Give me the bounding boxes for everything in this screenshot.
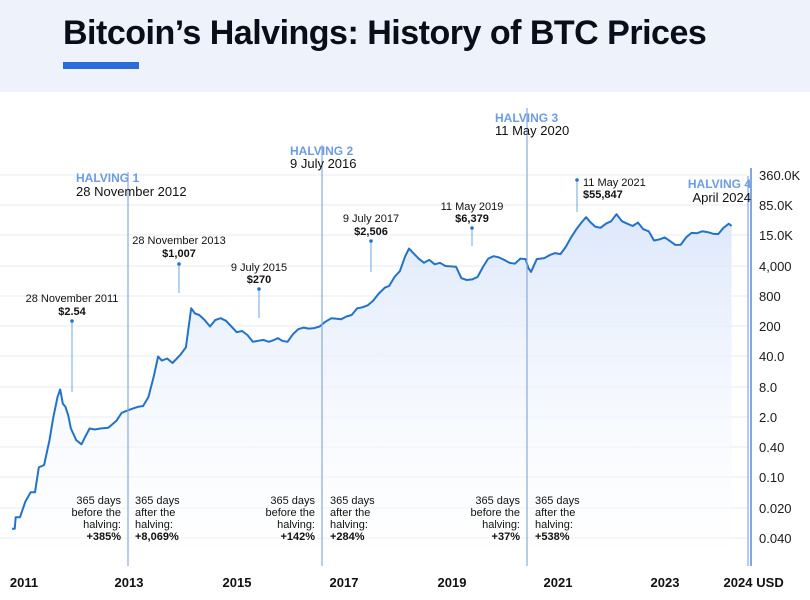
period-change-value: +8,069% xyxy=(135,531,179,543)
y-tick-label: 4,000 xyxy=(759,259,792,274)
annotation-price: $270 xyxy=(247,274,271,286)
y-tick-label: 800 xyxy=(759,289,781,304)
x-tick-label: 2017 xyxy=(330,575,359,590)
halving-label: HALVING 1 xyxy=(76,171,139,185)
annotation-date: 11 May 2021 xyxy=(583,177,646,189)
y-tick-label: 8.0 xyxy=(759,380,777,395)
period-change-text: halving: xyxy=(83,519,121,531)
period-change-value: +284% xyxy=(330,531,365,543)
annotation-price: $6,379 xyxy=(455,213,489,225)
halving-label: HALVING 2 xyxy=(290,144,353,158)
period-change-text: 365 days xyxy=(76,495,121,507)
period-change-text: after the xyxy=(135,507,175,519)
period-change-text: 365 days xyxy=(270,495,315,507)
x-tick-label: 2013 xyxy=(115,575,144,590)
title-underline xyxy=(63,62,139,69)
period-change-text: halving: xyxy=(277,519,315,531)
annotation-date: 9 July 2017 xyxy=(343,213,399,225)
period-change-text: 365 days xyxy=(330,495,375,507)
period-change-text: halving: xyxy=(482,519,520,531)
period-change-text: before the xyxy=(71,507,121,519)
x-tick-label: 2011 xyxy=(10,575,38,590)
annotation-date: 28 November 2011 xyxy=(26,293,119,305)
annotation-price: $1,007 xyxy=(162,248,196,260)
period-change-text: after the xyxy=(330,507,370,519)
period-change-text: 365 days xyxy=(475,495,520,507)
x-tick-label: 2015 xyxy=(223,575,252,590)
annotation-date: 28 November 2013 xyxy=(132,235,226,247)
y-tick-label: 85.0K xyxy=(759,198,793,213)
annotation-dot xyxy=(177,262,181,266)
period-change-text: after the xyxy=(535,507,575,519)
annotation-dot xyxy=(369,239,373,243)
halving-date: 28 November 2012 xyxy=(76,184,187,199)
period-change-value: +37% xyxy=(492,531,521,543)
halving-date: April 2024 xyxy=(692,190,751,205)
period-change-value: +538% xyxy=(535,531,570,543)
period-change-text: before the xyxy=(470,507,520,519)
btc-price-chart: 360.0K 85.0K 15.0K 4,000 800 200 40.0 8.0 2.0 0.4… xyxy=(0,108,801,590)
period-change-value: +385% xyxy=(86,531,121,543)
period-change-text: halving: xyxy=(535,519,573,531)
annotation-dot xyxy=(575,178,579,182)
annotation-dot xyxy=(257,287,261,291)
annotation-dot xyxy=(470,226,474,230)
y-tick-label: 0.020 xyxy=(759,501,792,516)
x-tick-label: 2021 xyxy=(544,575,573,590)
period-change-text: 365 days xyxy=(135,495,180,507)
y-tick-label: 200 xyxy=(759,319,781,334)
y-tick-label: 360.0K xyxy=(759,168,801,183)
annotation-price: $2.54 xyxy=(58,306,86,318)
y-unit-label: USD xyxy=(756,575,783,590)
period-change-value: +142% xyxy=(280,531,315,543)
y-tick-label: 0.40 xyxy=(759,440,784,455)
period-change-text: halving: xyxy=(135,519,173,531)
annotation-date: 11 May 2019 xyxy=(441,201,504,213)
annotation-dot xyxy=(70,319,74,323)
y-tick-label: 2.0 xyxy=(759,410,777,425)
y-tick-label: 0.040 xyxy=(759,531,792,546)
header-band: Bitcoin’s Halvings: History of BTC Price… xyxy=(0,0,810,92)
x-tick-label: 2019 xyxy=(438,575,467,590)
period-change-text: before the xyxy=(265,507,315,519)
chart-title: Bitcoin’s Halvings: History of BTC Price… xyxy=(63,14,707,52)
y-tick-label: 0.10 xyxy=(759,470,784,485)
x-tick-label: 2023 xyxy=(651,575,680,590)
period-change-text: halving: xyxy=(330,519,368,531)
halving-label: HALVING 4 xyxy=(688,177,751,191)
price-area xyxy=(12,214,732,566)
y-tick-label: 40.0 xyxy=(759,349,784,364)
halving-label: HALVING 3 xyxy=(495,111,558,125)
annotation-price: $55,847 xyxy=(583,189,623,201)
annotation-date: 9 July 2015 xyxy=(231,262,287,274)
price-line xyxy=(12,213,733,530)
x-tick-label: 2024 xyxy=(724,575,754,590)
period-change-text: 365 days xyxy=(535,495,580,507)
halving-date: 11 May 2020 xyxy=(495,123,569,138)
annotation-price: $2,506 xyxy=(354,226,388,238)
y-tick-label: 15.0K xyxy=(759,228,793,243)
halving-date: 9 July 2016 xyxy=(290,156,357,171)
